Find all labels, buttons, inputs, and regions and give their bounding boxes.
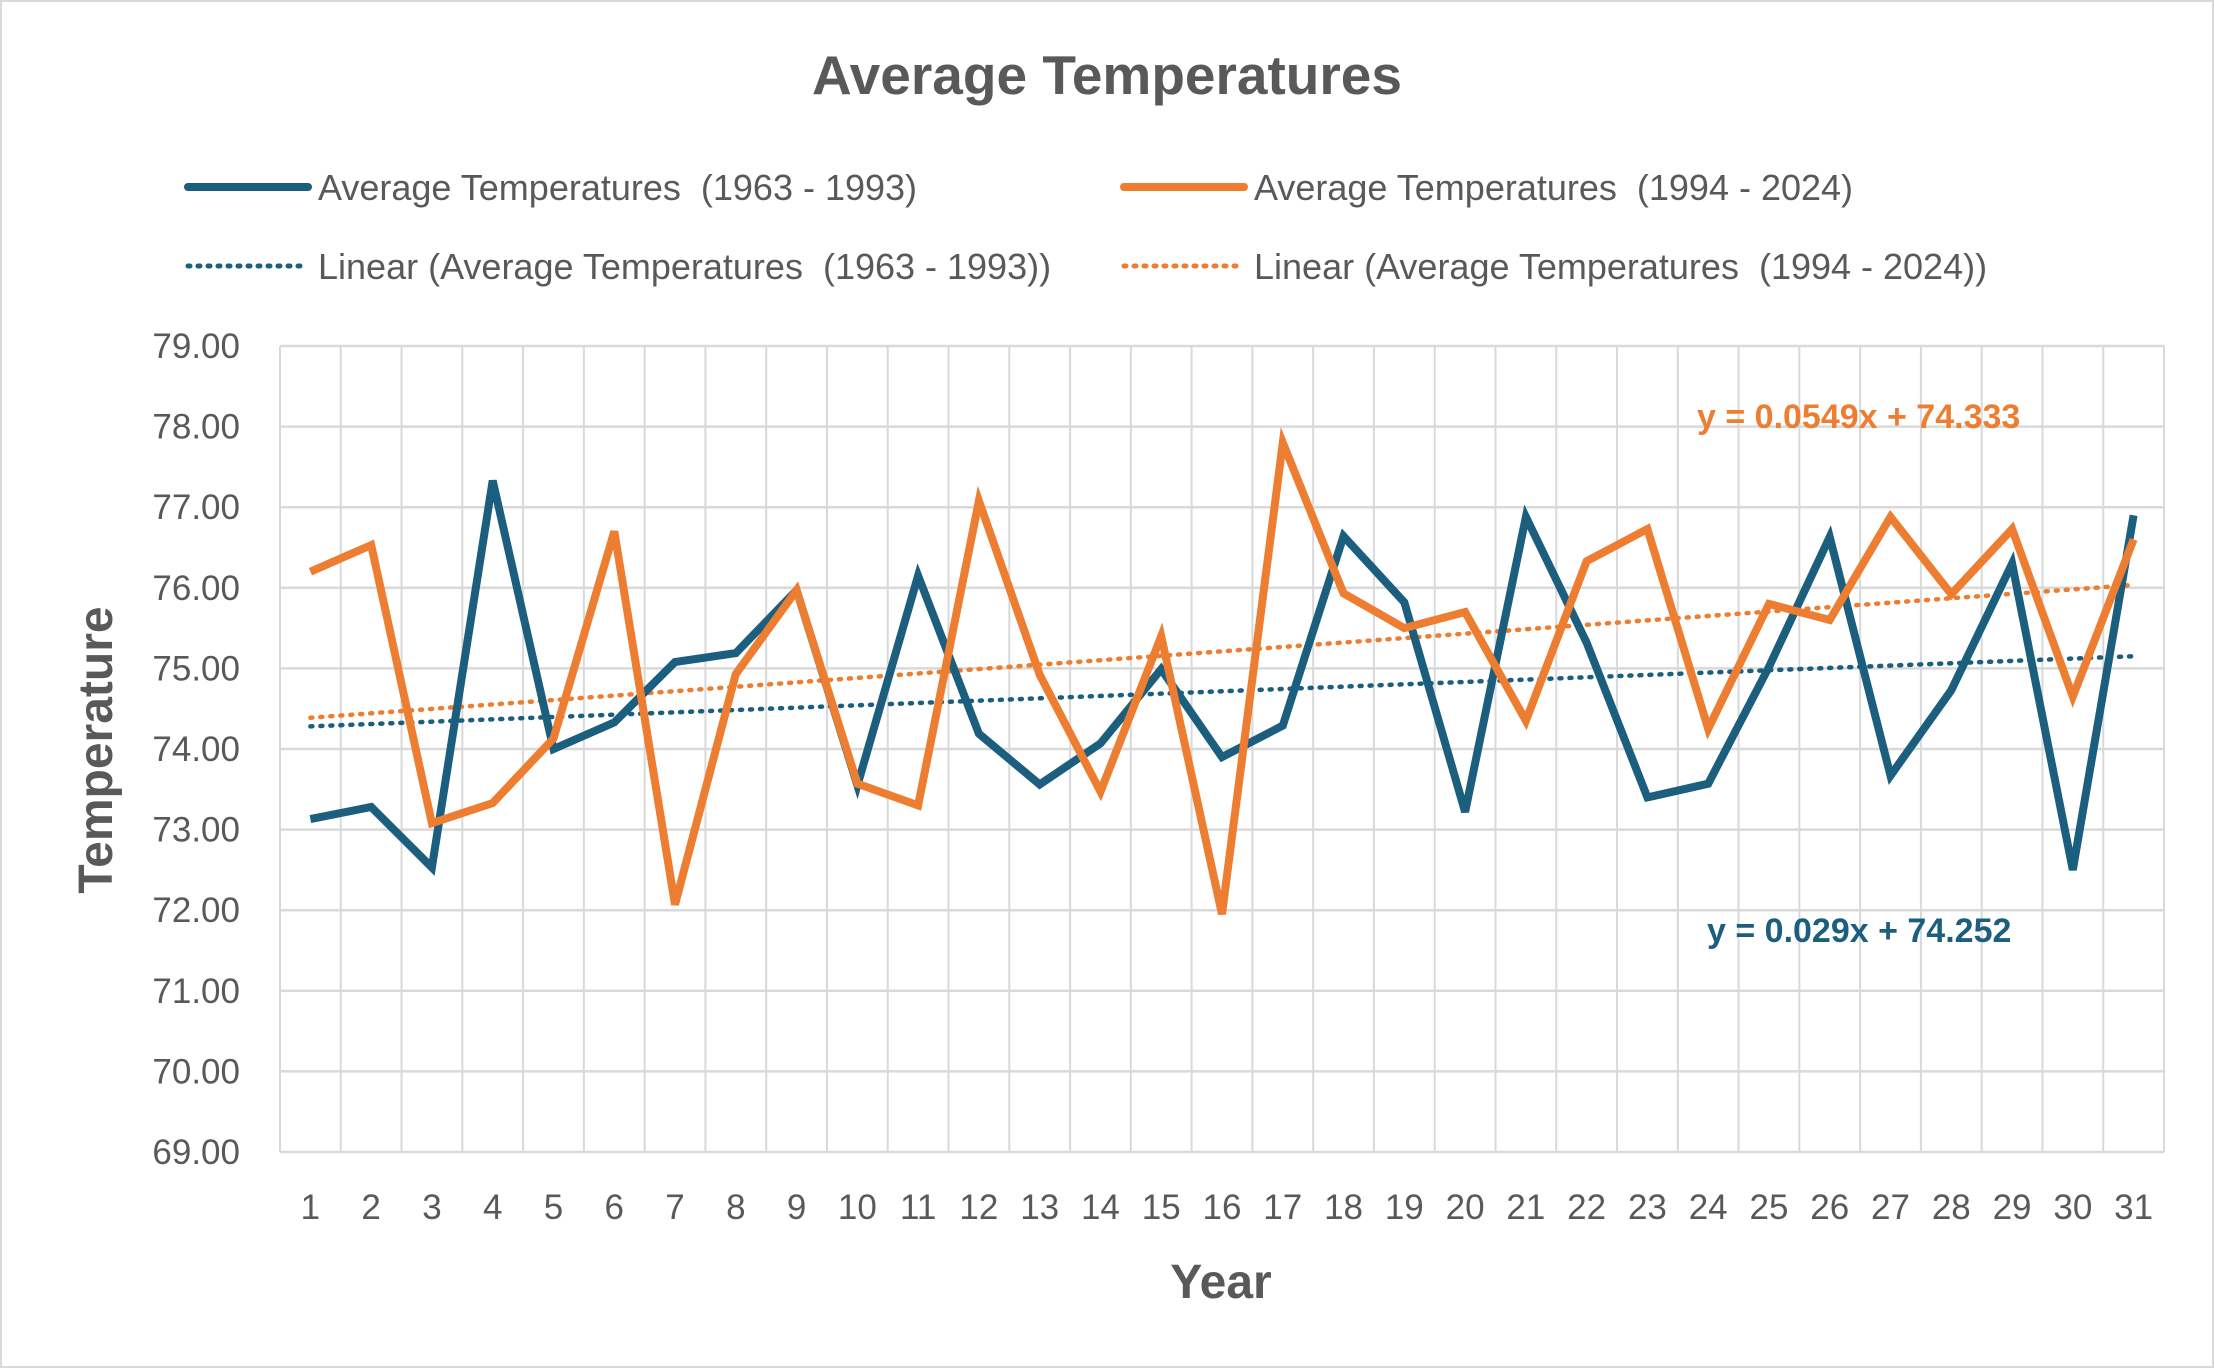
x-tick-label: 24	[1689, 1188, 1728, 1227]
x-tick-label: 5	[544, 1188, 563, 1227]
trend-equation-2: y = 0.0549x + 74.333	[1697, 398, 2020, 436]
x-tick-label: 22	[1567, 1188, 1606, 1227]
trendlines	[308, 582, 2136, 729]
y-tick-label: 76.00	[152, 569, 240, 608]
legend: Average Temperatures (1963 - 1993) Avera…	[184, 167, 1987, 287]
series-line-2[interactable]	[308, 427, 2138, 916]
y-tick-label: 70.00	[152, 1052, 240, 1091]
x-tick-label: 9	[787, 1188, 806, 1227]
x-tick-label: 17	[1263, 1188, 1302, 1227]
x-tick-label: 6	[605, 1188, 624, 1227]
y-tick-label: 78.00	[152, 408, 240, 447]
legend-item-trend-2[interactable]: Linear (Average Temperatures (1994 - 202…	[1121, 246, 1987, 287]
x-tick-label: 21	[1506, 1188, 1545, 1227]
y-tick-label: 71.00	[152, 972, 240, 1011]
x-tick-label: 10	[838, 1188, 877, 1227]
series-line-1[interactable]	[309, 479, 2138, 876]
x-tick-label: 4	[483, 1188, 502, 1227]
y-tick-label: 74.00	[152, 730, 240, 769]
y-tick-label: 77.00	[152, 488, 240, 527]
x-tick-label: 14	[1081, 1188, 1120, 1227]
x-tick-label: 15	[1142, 1188, 1181, 1227]
y-tick-label: 72.00	[152, 891, 240, 930]
legend-item-trend-1[interactable]: Linear (Average Temperatures (1963 - 199…	[185, 246, 1051, 287]
x-tick-label: 12	[959, 1188, 998, 1227]
data-series	[308, 427, 2138, 916]
y-axis-ticks: 69.00 70.00 71.00 72.00 73.00 74.00 75.00 76.00…	[152, 327, 240, 1172]
trendline-2	[308, 582, 2136, 720]
chart-title: Average Temperatures	[812, 44, 1402, 106]
legend-label-series-2: Average Temperatures (1994 - 2024)	[1254, 167, 1853, 208]
y-tick-label: 69.00	[152, 1133, 240, 1172]
legend-label-series-1: Average Temperatures (1963 - 1993)	[318, 167, 917, 208]
legend-item-series-2[interactable]: Average Temperatures (1994 - 2024)	[1120, 167, 1853, 208]
x-tick-label: 18	[1324, 1188, 1363, 1227]
x-tick-label: 25	[1749, 1188, 1788, 1227]
legend-item-series-1[interactable]: Average Temperatures (1963 - 1993)	[184, 167, 917, 208]
x-tick-label: 1	[301, 1188, 320, 1227]
x-tick-label: 19	[1385, 1188, 1424, 1227]
y-tick-label: 75.00	[152, 649, 240, 688]
x-tick-label: 13	[1020, 1188, 1059, 1227]
legend-label-trend-2: Linear (Average Temperatures (1994 - 202…	[1254, 246, 1987, 287]
trend-equation-1: y = 0.029x + 74.252	[1707, 912, 2011, 950]
x-tick-label: 16	[1203, 1188, 1242, 1227]
x-tick-label: 3	[422, 1188, 441, 1227]
x-tick-label: 31	[2114, 1188, 2153, 1227]
x-tick-label: 30	[2053, 1188, 2092, 1227]
x-tick-label: 2	[361, 1188, 380, 1227]
x-tick-label: 11	[900, 1188, 936, 1227]
legend-label-trend-1: Linear (Average Temperatures (1963 - 199…	[318, 246, 1051, 287]
x-tick-label: 7	[665, 1188, 684, 1227]
y-tick-label: 79.00	[152, 327, 240, 366]
y-axis-title: Temperature	[70, 606, 123, 893]
x-tick-label: 8	[726, 1188, 745, 1227]
x-tick-label: 29	[1993, 1188, 2032, 1227]
x-tick-label: 23	[1628, 1188, 1667, 1227]
x-axis-ticks: 1 2 3 4 5 6 7 8 9 10 11 12 13 14 15 16 17 18 19 20 21 22 23 24 2…	[301, 1188, 2153, 1227]
x-tick-label: 26	[1810, 1188, 1849, 1227]
x-tick-label: 27	[1871, 1188, 1910, 1227]
x-tick-label: 28	[1932, 1188, 1971, 1227]
y-tick-label: 73.00	[152, 811, 240, 850]
trendline-1	[308, 653, 2136, 729]
x-axis-title: Year	[1170, 1256, 1271, 1309]
x-tick-label: 20	[1446, 1188, 1485, 1227]
